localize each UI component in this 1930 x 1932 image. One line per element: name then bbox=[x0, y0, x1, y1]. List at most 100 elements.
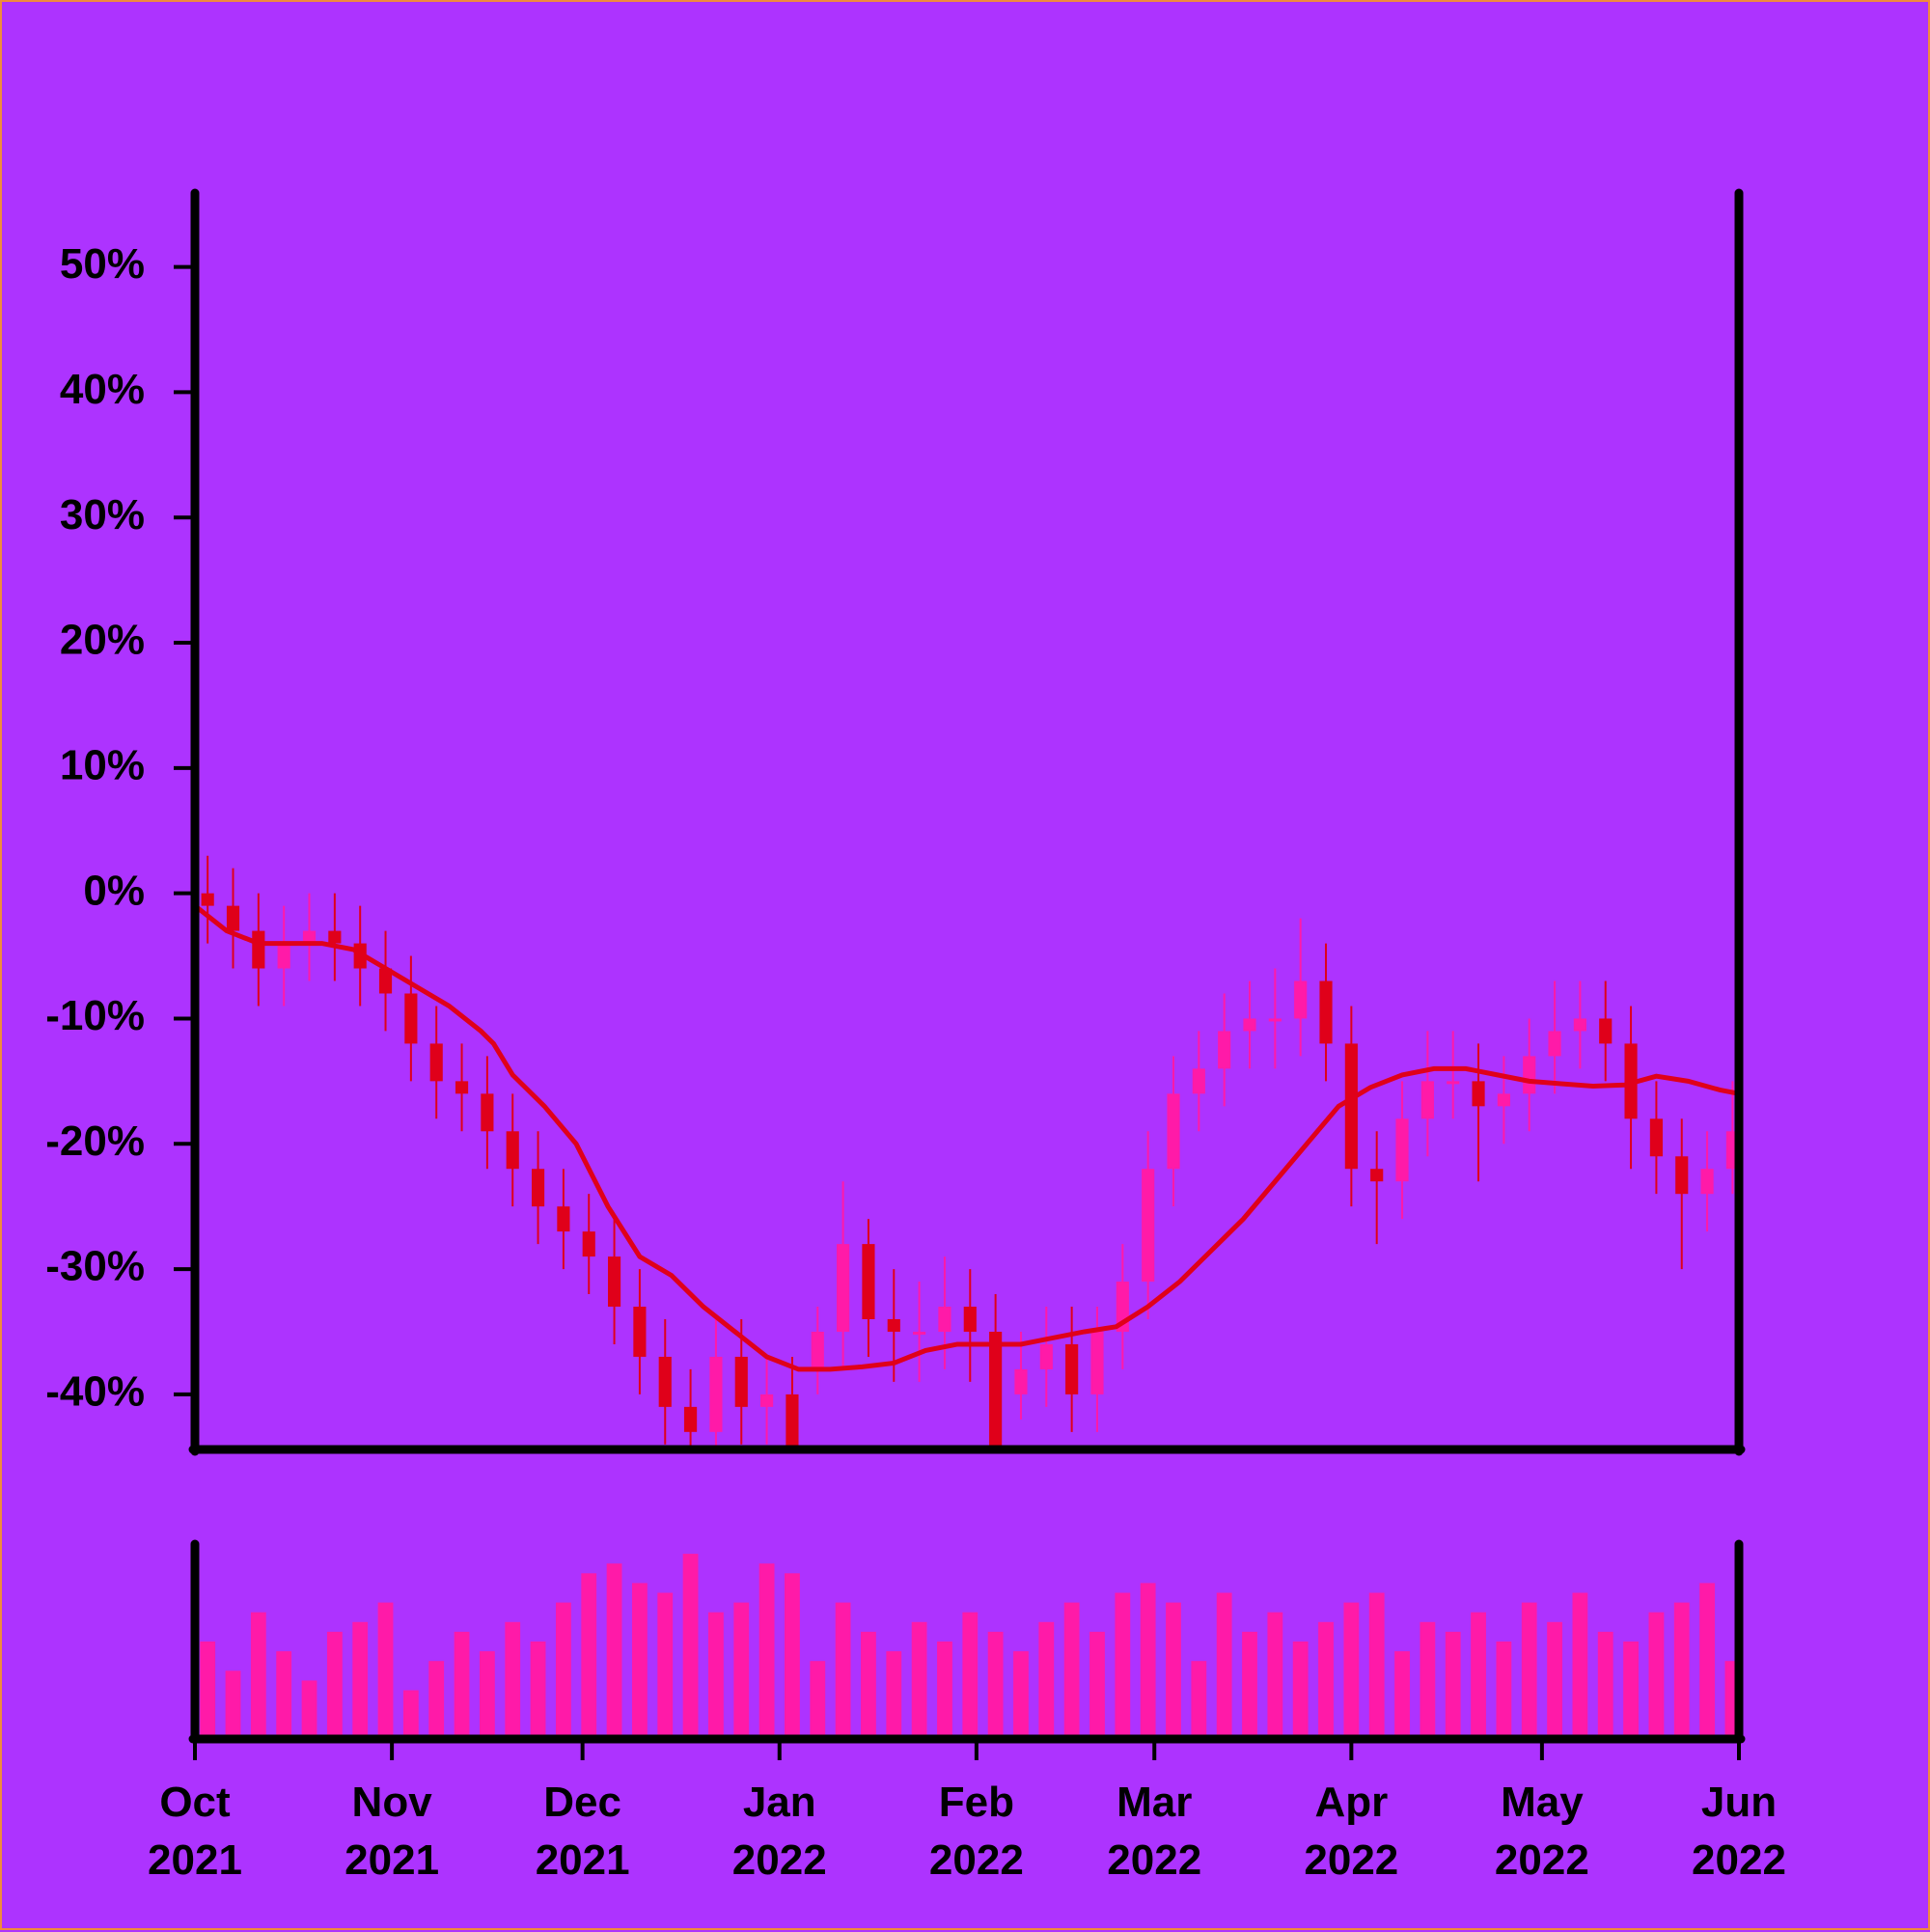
candle-body bbox=[887, 1318, 900, 1332]
volume-bar bbox=[1063, 1602, 1080, 1739]
candle-body bbox=[1548, 1031, 1561, 1057]
volume-bar bbox=[1242, 1631, 1257, 1739]
volume-bar bbox=[1216, 1592, 1232, 1739]
volume-bar bbox=[962, 1612, 979, 1739]
volume-bar bbox=[1699, 1583, 1715, 1739]
volume-bar bbox=[1572, 1592, 1588, 1739]
volume-area bbox=[200, 1554, 1741, 1739]
candle-body bbox=[1649, 1118, 1663, 1157]
candle-body bbox=[760, 1394, 774, 1407]
y-tick-label: 40% bbox=[60, 366, 145, 413]
candle-body bbox=[989, 1331, 1003, 1449]
volume-bar bbox=[505, 1621, 521, 1739]
y-tick-label: -30% bbox=[45, 1243, 145, 1290]
volume-bar bbox=[1318, 1621, 1334, 1739]
volume-bar bbox=[708, 1612, 724, 1739]
candle-body bbox=[481, 1093, 494, 1132]
x-tick-label: Mar 2022 bbox=[1107, 1779, 1202, 1884]
x-tick-label: Jun 2022 bbox=[1692, 1779, 1786, 1884]
candle-body bbox=[1039, 1343, 1053, 1369]
volume-bar bbox=[810, 1661, 826, 1739]
candle-body bbox=[1090, 1331, 1104, 1394]
candle-body bbox=[1370, 1169, 1384, 1182]
candle-body bbox=[1065, 1343, 1079, 1394]
volume-bar bbox=[835, 1602, 851, 1739]
candle-body bbox=[378, 968, 393, 994]
volume-bar bbox=[1267, 1612, 1283, 1739]
candle-body bbox=[252, 930, 265, 969]
y-tick-label: 50% bbox=[60, 240, 145, 288]
x-tick-label: Apr 2022 bbox=[1304, 1779, 1399, 1884]
candle-body bbox=[1319, 980, 1333, 1044]
x-tick-label: Nov 2021 bbox=[345, 1779, 440, 1884]
candle-body bbox=[201, 893, 214, 906]
volume-bar bbox=[1648, 1612, 1665, 1739]
volume-bar bbox=[479, 1651, 495, 1739]
y-tick-label: -20% bbox=[45, 1118, 145, 1165]
x-tick-label: Feb 2022 bbox=[928, 1779, 1024, 1884]
volume-bar bbox=[402, 1690, 419, 1739]
volume-bar bbox=[301, 1680, 317, 1739]
candle-body bbox=[709, 1356, 723, 1432]
volume-bar bbox=[555, 1602, 571, 1739]
x-tick-label: Jan 2022 bbox=[731, 1779, 827, 1884]
candle-body bbox=[658, 1356, 672, 1407]
candle-body bbox=[1599, 1018, 1613, 1044]
volume-bar bbox=[326, 1631, 343, 1739]
volume-bar bbox=[428, 1661, 445, 1739]
plot-area bbox=[195, 855, 1739, 1449]
candle-body bbox=[277, 943, 290, 969]
volume-bar bbox=[758, 1563, 775, 1739]
candle-body bbox=[913, 1331, 926, 1335]
volume-bar bbox=[1547, 1621, 1562, 1739]
candle-body bbox=[1395, 1118, 1409, 1182]
candle-body bbox=[1573, 1018, 1586, 1032]
moving-average bbox=[195, 903, 1739, 1372]
candle-body bbox=[938, 1307, 951, 1332]
volume-bar bbox=[1471, 1612, 1486, 1739]
candle-body bbox=[582, 1231, 595, 1257]
candle-body bbox=[1700, 1169, 1714, 1195]
candle-body bbox=[786, 1394, 799, 1449]
candle-body bbox=[1344, 1043, 1358, 1170]
volume-bar bbox=[1445, 1631, 1461, 1739]
volume-bar bbox=[987, 1631, 1004, 1739]
volume-bar bbox=[352, 1621, 369, 1739]
candle-body bbox=[328, 930, 342, 944]
candle-body bbox=[963, 1307, 977, 1332]
volume-bar bbox=[1673, 1602, 1690, 1739]
candle-body bbox=[862, 1244, 875, 1319]
candle-body bbox=[455, 1081, 469, 1094]
y-tick-label: 0% bbox=[83, 867, 145, 914]
candle-body bbox=[429, 1043, 443, 1082]
volume-bar bbox=[1013, 1651, 1029, 1739]
candle-body bbox=[1192, 1068, 1205, 1094]
candle-body bbox=[811, 1331, 824, 1369]
volume-bar bbox=[530, 1642, 546, 1739]
volume-bar bbox=[225, 1670, 241, 1739]
x-tick-label: May 2022 bbox=[1494, 1779, 1589, 1884]
x-tick-label: Oct 2021 bbox=[148, 1779, 242, 1884]
volume-bar bbox=[785, 1573, 800, 1739]
volume-bar bbox=[657, 1592, 674, 1739]
candle-body bbox=[1497, 1093, 1510, 1107]
volume-bar bbox=[454, 1631, 470, 1739]
volume-bar bbox=[1166, 1602, 1181, 1739]
volume-bar bbox=[861, 1631, 876, 1739]
candle-body bbox=[683, 1406, 698, 1432]
candle-body bbox=[506, 1131, 519, 1170]
volume-bar bbox=[250, 1612, 266, 1739]
candle-body bbox=[531, 1169, 545, 1207]
candle-body bbox=[1472, 1081, 1485, 1107]
volume-bar bbox=[733, 1602, 750, 1739]
candle-body bbox=[557, 1206, 570, 1232]
volume-bar bbox=[276, 1651, 292, 1739]
volume-bar bbox=[937, 1642, 952, 1739]
volume-bar bbox=[886, 1651, 902, 1739]
y-tick-label: -10% bbox=[45, 992, 145, 1039]
volume-bar bbox=[1496, 1642, 1512, 1739]
candle-body bbox=[1142, 1169, 1155, 1283]
candle-body bbox=[837, 1244, 850, 1332]
